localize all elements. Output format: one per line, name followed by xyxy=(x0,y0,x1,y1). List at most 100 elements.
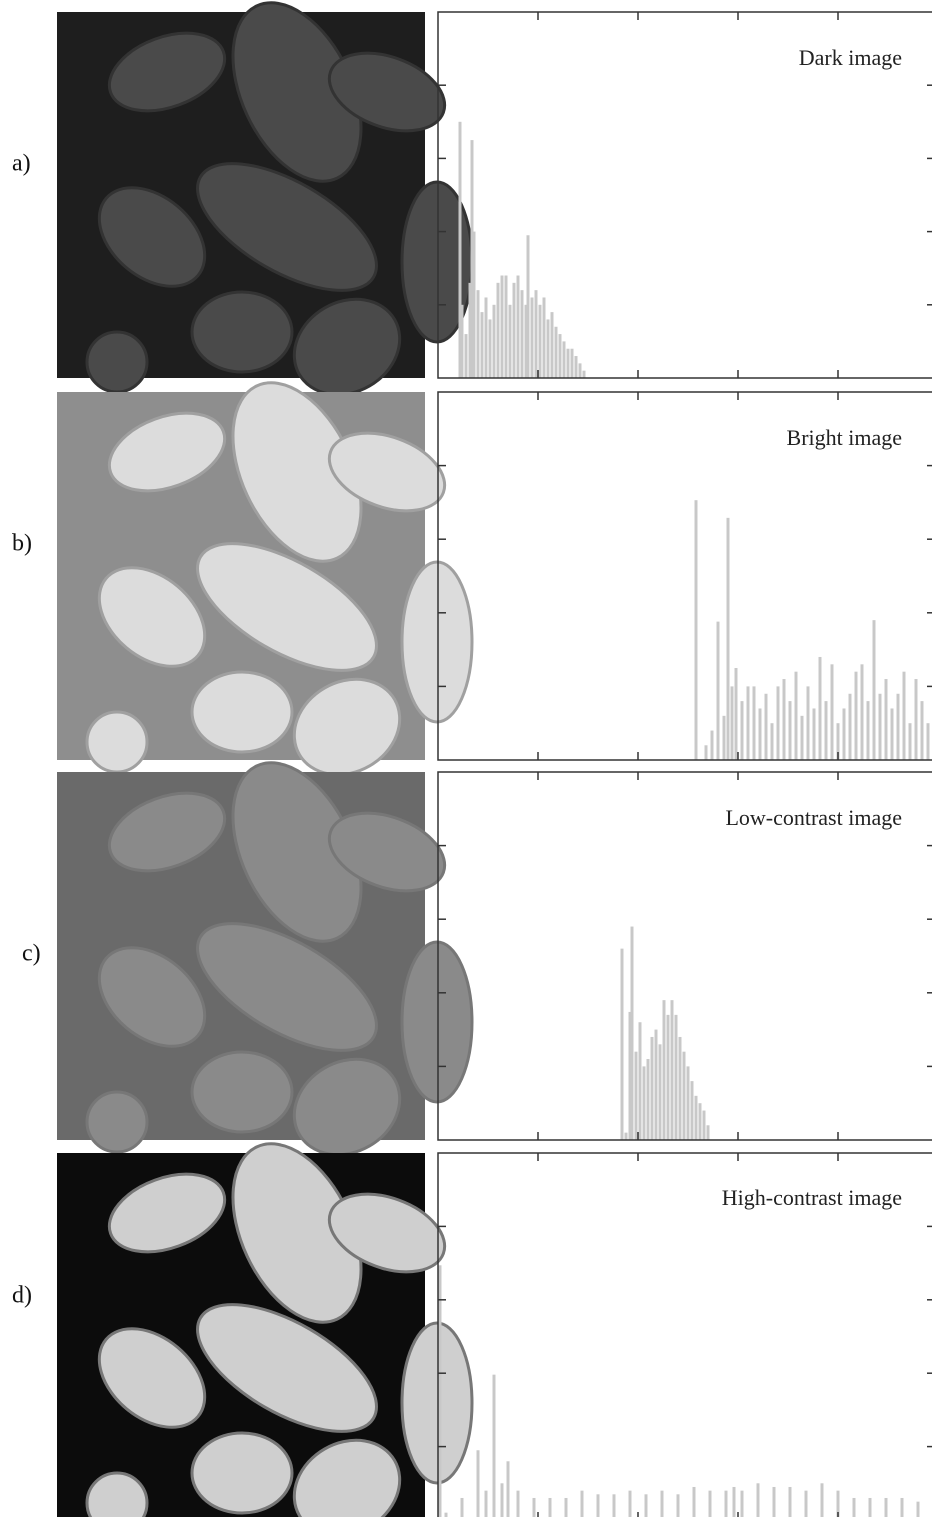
bar xyxy=(512,282,516,378)
bar xyxy=(644,1494,648,1517)
bar xyxy=(852,1497,856,1517)
photo xyxy=(57,1142,474,1517)
bar xyxy=(740,701,744,760)
bar xyxy=(914,679,918,760)
pollen-grain xyxy=(327,431,447,513)
plot-frame xyxy=(437,391,932,761)
bar xyxy=(488,319,492,378)
bar xyxy=(706,1125,710,1140)
chart-title: Dark image xyxy=(799,45,902,70)
pollen-grain xyxy=(400,1321,474,1485)
bar xyxy=(884,679,888,760)
bar xyxy=(812,708,816,760)
bar xyxy=(508,304,512,378)
bar xyxy=(612,1494,616,1517)
bar xyxy=(654,1029,658,1140)
bar xyxy=(732,1486,736,1517)
bar xyxy=(500,1483,504,1517)
bar xyxy=(628,1011,632,1140)
bar xyxy=(830,664,834,760)
bar xyxy=(596,1494,600,1517)
pollen-grain xyxy=(196,162,378,292)
pollen-grain xyxy=(196,922,378,1052)
bar xyxy=(624,1132,628,1140)
bar xyxy=(444,1512,448,1517)
bar xyxy=(570,348,574,378)
pollen-grain xyxy=(292,297,402,397)
bar xyxy=(920,701,924,760)
bar xyxy=(460,304,464,378)
bar xyxy=(480,312,484,378)
bar xyxy=(730,686,734,760)
bar xyxy=(772,1486,776,1517)
bar xyxy=(566,348,570,378)
bar xyxy=(878,693,882,760)
bar xyxy=(506,1461,510,1517)
pollen-grain xyxy=(190,290,294,374)
pollen-grain xyxy=(85,330,149,394)
bar xyxy=(504,275,508,378)
bar xyxy=(548,1497,552,1517)
bar xyxy=(804,1490,808,1517)
bar xyxy=(438,1265,442,1517)
bar xyxy=(788,1486,792,1517)
panel-label: c) xyxy=(22,941,41,967)
bar xyxy=(722,715,726,760)
panel-label: d) xyxy=(12,1283,32,1309)
bar xyxy=(476,290,480,378)
bar xyxy=(782,679,786,760)
bar xyxy=(902,671,906,760)
pollen-grain xyxy=(97,1327,207,1429)
bar xyxy=(692,1486,696,1517)
bar xyxy=(458,121,462,379)
bar xyxy=(752,686,756,760)
bar xyxy=(916,1501,920,1517)
pollen-grain xyxy=(327,811,447,893)
chart-title: Bright image xyxy=(787,425,902,450)
pollen-grain xyxy=(85,1471,149,1517)
pollen-grain xyxy=(190,1050,294,1134)
pollen-grain xyxy=(85,710,149,774)
bar xyxy=(542,297,546,378)
pollen-grain xyxy=(107,1172,227,1254)
bar xyxy=(532,1497,536,1517)
bar xyxy=(666,1014,670,1140)
pollen-grain xyxy=(107,411,227,493)
bar xyxy=(516,275,520,378)
pollen-grain xyxy=(107,791,227,873)
panel-label: b) xyxy=(12,531,32,557)
bar xyxy=(578,363,582,378)
bar xyxy=(926,723,930,760)
bar xyxy=(708,1490,712,1517)
bar xyxy=(854,671,858,760)
pollen-grain xyxy=(190,670,294,754)
bar xyxy=(662,1000,666,1140)
bar xyxy=(534,290,538,378)
bar xyxy=(740,1490,744,1517)
bar xyxy=(820,1483,824,1517)
bar xyxy=(702,1110,706,1140)
bar xyxy=(896,693,900,760)
bar xyxy=(806,686,810,760)
pollen-grain xyxy=(327,51,447,133)
bar xyxy=(698,1103,702,1140)
bar xyxy=(686,1066,690,1140)
bar xyxy=(674,1014,678,1140)
bar xyxy=(678,1036,682,1140)
bar xyxy=(756,1483,760,1517)
bar xyxy=(538,304,542,378)
bar xyxy=(682,1051,686,1140)
bar xyxy=(564,1497,568,1517)
bar xyxy=(580,1490,584,1517)
bar xyxy=(484,1490,488,1517)
pollen-grain xyxy=(85,1090,149,1154)
photo xyxy=(57,761,474,1157)
bar xyxy=(710,730,714,760)
pollen-grain xyxy=(190,1431,294,1515)
bar xyxy=(908,723,912,760)
bar xyxy=(704,745,708,760)
bar xyxy=(694,1095,698,1140)
bar xyxy=(900,1497,904,1517)
bar xyxy=(628,1490,632,1517)
bar xyxy=(724,1490,728,1517)
